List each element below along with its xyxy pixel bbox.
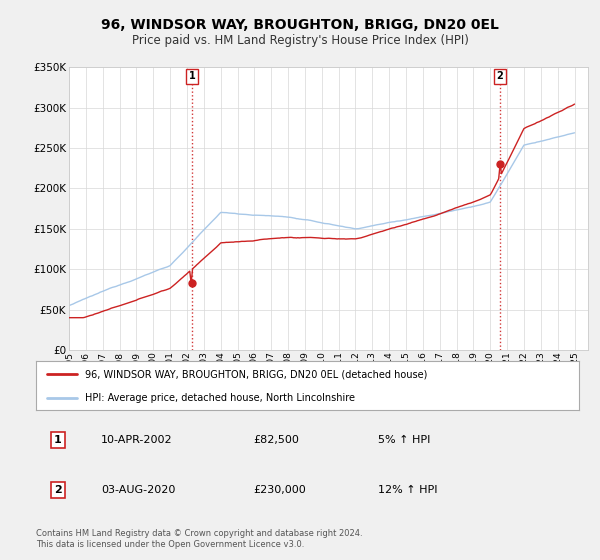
Text: £82,500: £82,500	[253, 435, 299, 445]
Text: 03-AUG-2020: 03-AUG-2020	[101, 485, 176, 494]
Text: 10-APR-2002: 10-APR-2002	[101, 435, 173, 445]
Text: 96, WINDSOR WAY, BROUGHTON, BRIGG, DN20 0EL (detached house): 96, WINDSOR WAY, BROUGHTON, BRIGG, DN20 …	[85, 370, 427, 380]
Text: 12% ↑ HPI: 12% ↑ HPI	[378, 485, 437, 494]
Text: HPI: Average price, detached house, North Lincolnshire: HPI: Average price, detached house, Nort…	[85, 393, 355, 403]
Text: 1: 1	[188, 72, 195, 81]
Text: £230,000: £230,000	[253, 485, 306, 494]
Text: 1: 1	[54, 435, 62, 445]
Text: 96, WINDSOR WAY, BROUGHTON, BRIGG, DN20 0EL: 96, WINDSOR WAY, BROUGHTON, BRIGG, DN20 …	[101, 18, 499, 32]
Text: Price paid vs. HM Land Registry's House Price Index (HPI): Price paid vs. HM Land Registry's House …	[131, 34, 469, 47]
Text: 2: 2	[497, 72, 503, 81]
Text: 5% ↑ HPI: 5% ↑ HPI	[378, 435, 430, 445]
Text: 2: 2	[54, 485, 62, 494]
Text: Contains HM Land Registry data © Crown copyright and database right 2024.
This d: Contains HM Land Registry data © Crown c…	[36, 529, 362, 549]
